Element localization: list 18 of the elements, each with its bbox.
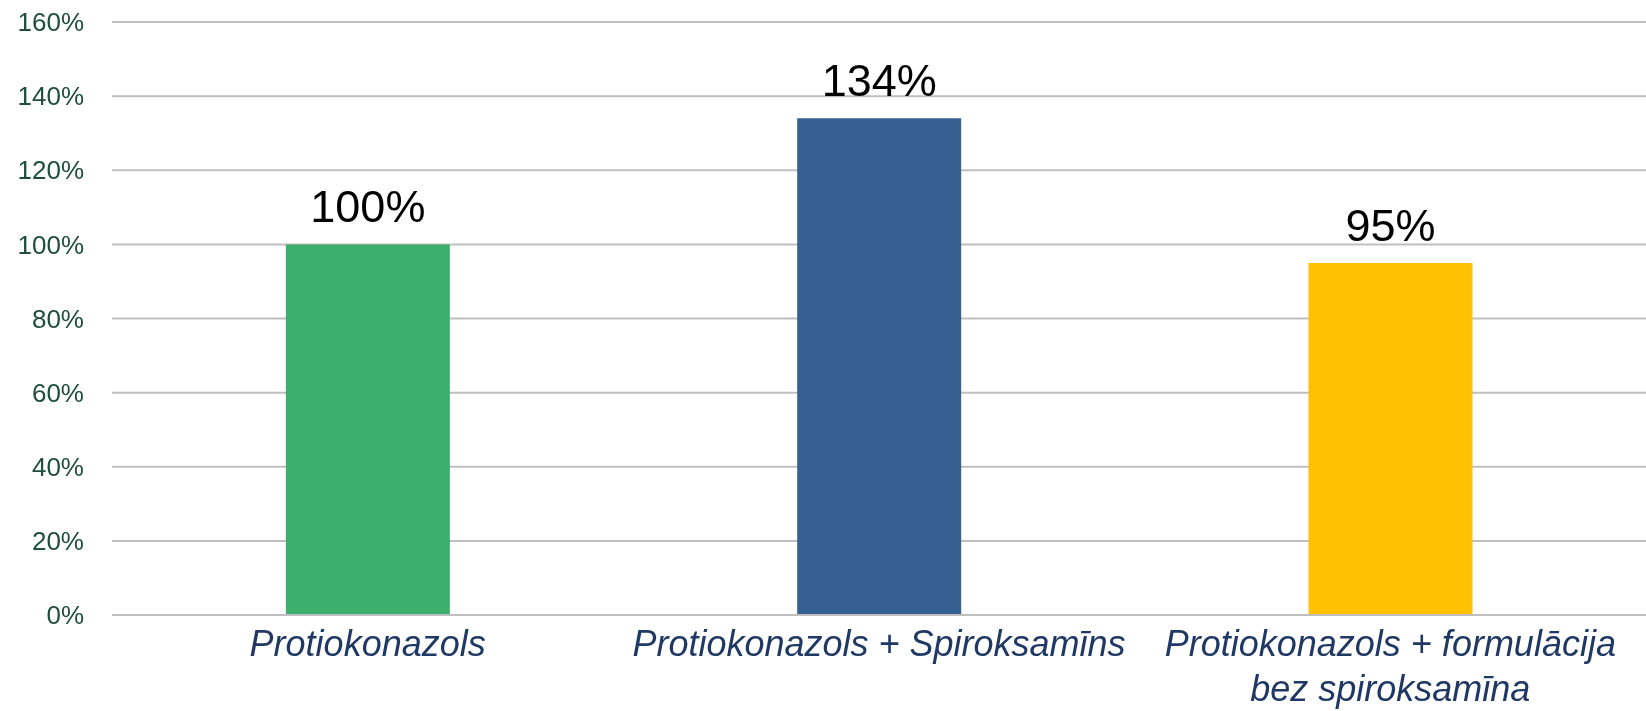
x-tick-label: Protiokonazols + formulācija bez spiroksamīna xyxy=(1164,623,1616,709)
y-tick-label: 160% xyxy=(17,7,84,38)
bar xyxy=(285,244,450,615)
x-tick-label: Protiokonazols xyxy=(249,623,486,664)
data-label: 100% xyxy=(310,181,426,233)
bar xyxy=(1308,262,1473,615)
data-label: 134% xyxy=(821,55,937,107)
y-tick-label: 60% xyxy=(31,377,84,408)
y-tick-label: 120% xyxy=(17,155,84,186)
y-tick-label: 100% xyxy=(17,229,84,260)
y-tick-label: 20% xyxy=(31,526,84,557)
y-tick-label: 140% xyxy=(17,81,84,112)
y-tick-label: 80% xyxy=(31,303,84,334)
data-label: 95% xyxy=(1345,199,1436,251)
bar xyxy=(797,118,962,615)
y-tick-label: 0% xyxy=(46,600,84,631)
x-tick-label: Protiokonazols + Spiroksamīns xyxy=(632,623,1126,664)
y-tick-label: 40% xyxy=(31,451,84,482)
